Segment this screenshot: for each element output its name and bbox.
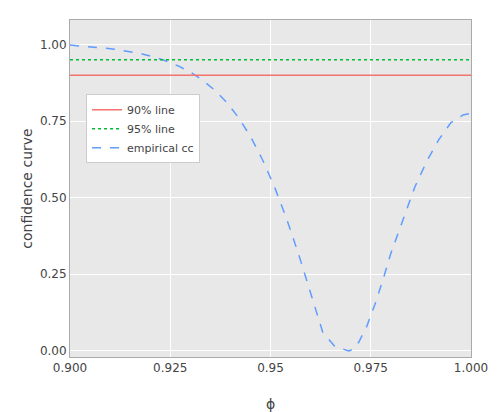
svg-text:0.975: 0.975 (354, 361, 388, 375)
svg-text:0.900: 0.900 (53, 361, 87, 375)
svg-text:1.00: 1.00 (40, 38, 67, 52)
svg-text:0.95: 0.95 (257, 361, 284, 375)
svg-text:0.925: 0.925 (153, 361, 187, 375)
svg-text:0.50: 0.50 (40, 191, 67, 205)
svg-text:0.75: 0.75 (40, 114, 67, 128)
svg-text:0.00: 0.00 (40, 344, 67, 358)
svg-text:empirical cc: empirical cc (127, 142, 194, 155)
svg-text:confidence curve: confidence curve (19, 128, 35, 248)
svg-text:0.25: 0.25 (40, 267, 67, 281)
svg-text:ϕ: ϕ (266, 396, 275, 412)
svg-text:95% line: 95% line (127, 123, 175, 136)
svg-text:1.000: 1.000 (454, 361, 488, 375)
svg-text:90% line: 90% line (127, 104, 175, 117)
